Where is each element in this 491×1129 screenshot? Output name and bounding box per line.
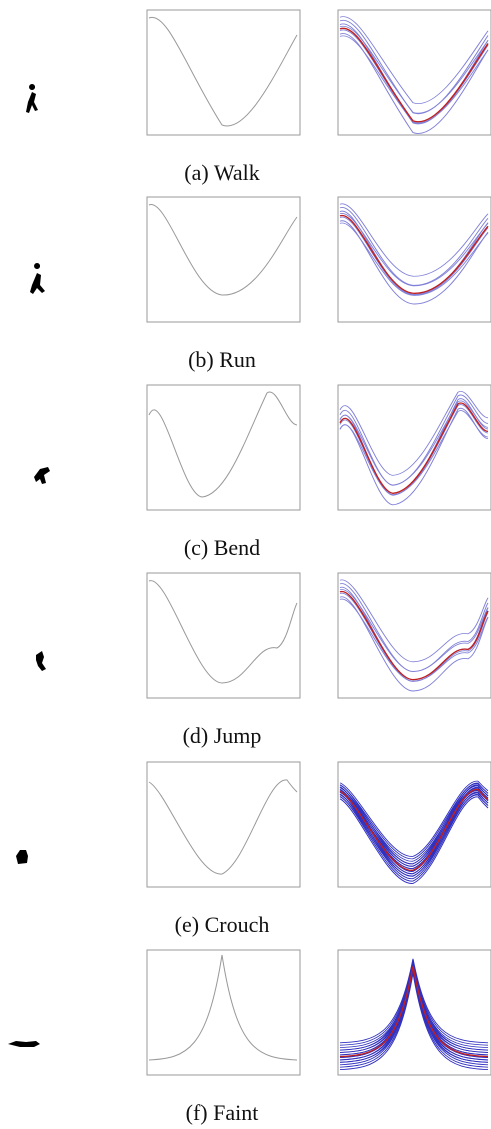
caption: (c) Bend [184,535,260,560]
plot-frame [147,385,300,510]
silhouette [36,651,46,671]
page: {"figure": {"panels": [ {"caption": "(a)… [0,0,491,1129]
caption: (a) Walk [184,160,259,185]
silhouette [34,467,50,484]
plot-frame [147,950,300,1075]
caption: (e) Crouch [175,912,270,937]
panel: (d) Jump [36,573,491,748]
silhouette [26,84,38,113]
plot-frame [147,762,300,887]
figure: (a) Walk (b) Run (c) Bend (d) Jump (e) C… [0,0,491,1129]
caption: (f) Faint [186,1100,259,1125]
panel: (c) Bend [34,385,491,560]
plot-frame [147,197,300,322]
panel: (b) Run [30,197,491,372]
silhouette [30,263,45,294]
silhouette [16,850,28,864]
panel: (a) Walk [26,10,491,185]
panel: (f) Faint [8,950,491,1125]
panel: (e) Crouch [16,762,491,937]
plot-frame [338,197,491,322]
plot-frame [147,573,300,698]
silhouette [8,1041,40,1047]
caption: (b) Run [188,347,256,372]
plot-frame [147,10,300,135]
caption: (d) Jump [183,723,262,748]
